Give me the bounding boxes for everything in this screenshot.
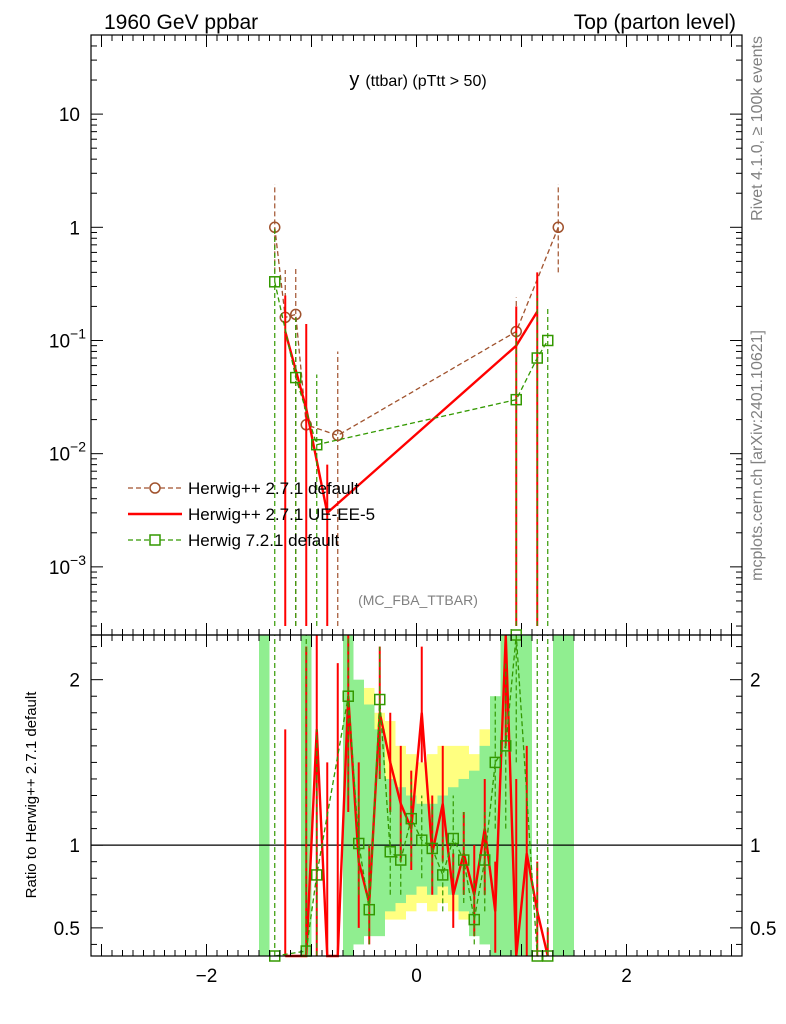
- ratio-point-1-12: [437, 869, 449, 881]
- legend-label-0: Herwig++ 2.7.1 default: [188, 479, 359, 498]
- ratio-ylabel: Ratio to Herwig++ 2.7.1 default: [23, 691, 40, 899]
- header-right: Top (parton level): [574, 11, 736, 34]
- ratio-point-1-2: [311, 869, 323, 881]
- ratio-point-1-6: [374, 693, 386, 706]
- main-y-tick-label-4: 10−3: [49, 552, 86, 579]
- plot-title-main: y: [349, 69, 359, 91]
- ratio-y-tick-label-right-2: 2: [750, 671, 761, 692]
- main-point-2-1: [290, 371, 302, 384]
- ratio-y-tick-label-left-2: 2: [69, 671, 80, 692]
- ratio-panel: −2 0 2 0.5 0.5 1 1 2 2: [54, 629, 776, 987]
- ratio-point-1-4: [353, 837, 365, 850]
- ratio-point-1-10: [416, 834, 428, 846]
- main-panel: 10 1 10−1 10−2 10−3: [49, 34, 743, 636]
- band-green-21: [563, 635, 574, 956]
- ratio-point-1-7: [384, 846, 396, 858]
- ratio-point-1-15: [468, 913, 480, 926]
- main-line-2: [274, 281, 549, 446]
- legend-marker-2: [149, 534, 161, 546]
- band-green-0: [259, 635, 270, 956]
- ratio-point-1-14: [458, 854, 470, 866]
- ratio-point-1-16: [479, 854, 491, 866]
- main-y-tick-label-2: 10−1: [49, 325, 86, 352]
- legend: Herwig++ 2.7.1 default Herwig++ 2.7.1 UE-…: [128, 479, 375, 550]
- plot-title-sub: (ttbar) (pTtt > 50): [365, 73, 486, 90]
- band-green-20: [553, 635, 564, 956]
- ratio-y-tick-label-left-0: 0.5: [54, 919, 80, 940]
- rivet-label: Rivet 4.1.0, ≥ 100k events: [749, 36, 766, 221]
- main-point-2-2: [311, 438, 323, 451]
- ratio-point-1-8: [395, 854, 407, 866]
- ratio-point-1-17: [489, 756, 501, 769]
- main-y-tick-label-0: 10: [59, 105, 80, 126]
- main-point-2-3: [510, 393, 522, 406]
- main-point-2-5: [542, 334, 554, 347]
- ratio-y-tick-label-right-0: 0.5: [750, 919, 776, 940]
- main-point-0-4: [332, 429, 344, 442]
- ratio-point-1-5: [363, 903, 375, 916]
- legend-label-1: Herwig++ 2.7.1 UE-EE-5: [188, 505, 375, 524]
- ratio-y-tick-label-right-1: 1: [750, 836, 761, 857]
- ratio-y-tick-label-left-1: 1: [69, 836, 80, 857]
- ratio-point-1-11: [426, 842, 438, 855]
- main-point-2-4: [531, 352, 543, 364]
- x-tick-label-0: −2: [196, 966, 218, 987]
- band-green-4: [364, 704, 375, 937]
- watermark: (MC_FBA_TTBAR): [358, 592, 478, 608]
- x-tick-label-1: 0: [411, 966, 422, 987]
- main-y-tick-label-3: 10−2: [49, 439, 86, 466]
- legend-marker-0: [149, 482, 161, 494]
- legend-label-2: Herwig 7.2.1 default: [188, 531, 339, 550]
- ratio-point-1-18: [500, 740, 512, 752]
- band-green-12: [448, 787, 459, 895]
- main-point-0-6: [552, 221, 564, 234]
- header-left: 1960 GeV ppbar: [104, 11, 258, 34]
- x-tick-label-2: 2: [621, 966, 632, 987]
- ratio-point-1-13: [447, 832, 459, 845]
- ratio-point-1-3: [342, 690, 354, 702]
- main-point-2-0: [269, 276, 281, 288]
- mcplots-label: mcplots.cern.ch [arXiv:2401.10621]: [749, 330, 766, 581]
- main-y-tick-label-1: 1: [69, 218, 80, 239]
- ratio-point-1-9: [405, 812, 417, 825]
- band-green-5: [374, 729, 385, 937]
- plot-title: y (ttbar) (pTtt > 50): [349, 69, 486, 91]
